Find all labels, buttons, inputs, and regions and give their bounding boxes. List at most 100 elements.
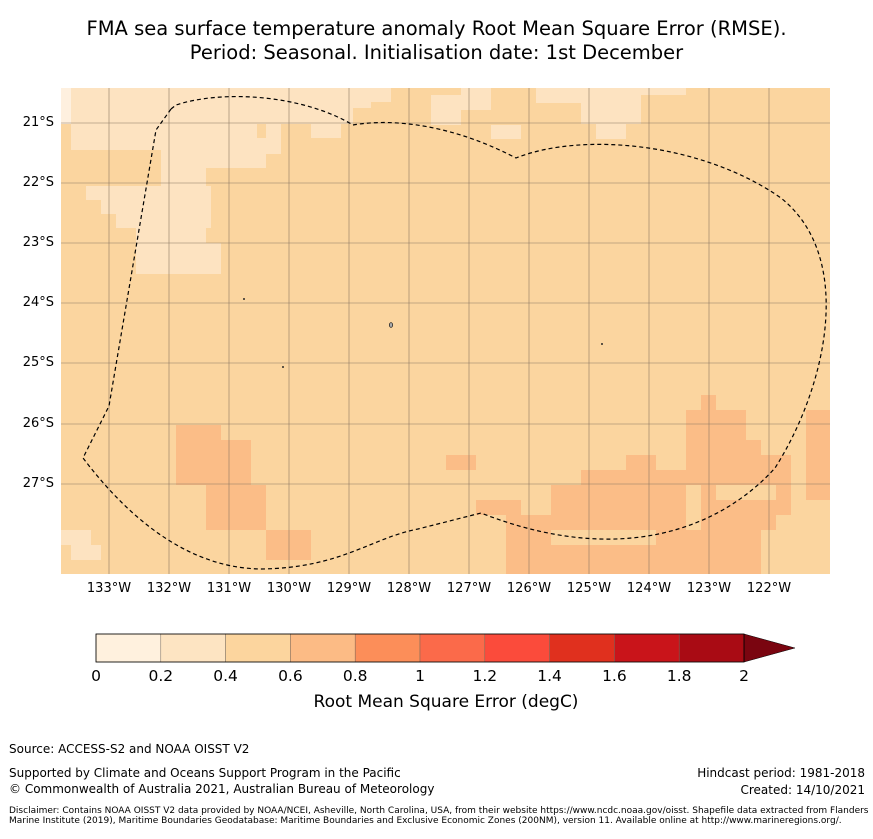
lat-label: 26°S [22, 416, 54, 431]
colorbar-segment [225, 633, 291, 663]
rmse-cell [506, 500, 521, 545]
colorbar-tick-label: 1.4 [537, 667, 562, 685]
lon-label: 131°W [206, 581, 252, 596]
lon-label: 124°W [626, 581, 672, 596]
rmse-cell [176, 425, 221, 485]
colorbar-label: Root Mean Square Error (degC) [313, 692, 579, 712]
lon-label: 128°W [386, 581, 432, 596]
rmse-cell [551, 485, 581, 530]
rmse-cell [611, 88, 651, 95]
rmse-cell [206, 485, 266, 530]
rmse-cell [596, 124, 626, 139]
rmse-cell [101, 200, 211, 214]
colorbar-segment [419, 633, 486, 663]
rmse-cell [161, 150, 206, 186]
colorbar-segment [549, 633, 615, 663]
rmse-cell [266, 124, 281, 154]
colorbar-tick-label: 1.6 [602, 667, 627, 685]
chart-title-line-1: FMA sea surface temperature anomaly Root… [86, 17, 787, 40]
rmse-cell [211, 88, 236, 124]
island-ducie [601, 342, 604, 345]
created-text: Created: 14/10/2021 [740, 783, 865, 797]
rmse-cell [806, 410, 830, 500]
rmse-cell [701, 500, 761, 530]
island-pitcairn [388, 322, 393, 328]
colorbar-tick-label: 2 [739, 667, 749, 685]
rmse-cell [116, 214, 211, 228]
colorbar-tick-label: 1.8 [666, 667, 692, 685]
colorbar-segment [614, 633, 680, 663]
lat-label: 27°S [22, 476, 54, 491]
colorbar-tick-label: 0.8 [342, 667, 368, 685]
rmse-cell [641, 88, 686, 95]
rmse-cell [136, 243, 221, 274]
rmse-map [61, 88, 830, 574]
colorbar-tick-label: 0 [91, 667, 101, 685]
rmse-cell [431, 95, 491, 110]
rmse-cell [746, 440, 761, 455]
lon-label: 133°W [86, 581, 132, 596]
lon-label: 130°W [266, 581, 312, 596]
eez-boundary [82, 95, 827, 570]
lat-label: 24°S [22, 295, 54, 310]
colorbar-tick-label: 1 [415, 667, 425, 685]
rmse-cell [86, 186, 211, 200]
supported-text: Supported by Climate and Oceans Support … [9, 766, 401, 780]
colorbar-segment [160, 633, 226, 663]
colorbar-segment [95, 633, 162, 663]
pitcairn-islands [242, 297, 604, 368]
rmse-cell [236, 88, 353, 124]
rmse-cell [61, 530, 91, 545]
rmse-cell [136, 228, 206, 243]
rmse-cell [311, 124, 341, 138]
island-oeno [242, 297, 245, 300]
colorbar-tick-label: 0.2 [148, 667, 174, 685]
rmse-cell [281, 530, 311, 545]
colorbar-tick-label: 0.6 [278, 667, 303, 685]
colorbar-extend-arrow [743, 633, 796, 663]
rmse-cell [371, 88, 391, 102]
rmse-cell [231, 138, 266, 168]
rmse-cell [716, 425, 746, 440]
lon-label: 126°W [506, 581, 552, 596]
rmse-cell [431, 110, 461, 125]
rmse-cell [61, 88, 71, 124]
colorbar-frame [95, 633, 745, 663]
rmse-tiles [61, 88, 830, 574]
rmse-cell [776, 485, 791, 515]
lat-label: 25°S [22, 355, 54, 370]
rmse-cell [61, 88, 211, 124]
rmse-cell [761, 500, 776, 530]
colorbar-tick-label: 1.2 [472, 667, 498, 685]
lon-label: 129°W [326, 581, 372, 596]
colorbar-segment [290, 633, 356, 663]
lon-label: 122°W [746, 581, 792, 596]
lon-label: 132°W [146, 581, 192, 596]
rmse-cell [71, 545, 101, 560]
rmse-cell [626, 455, 656, 530]
island-henderson [281, 365, 284, 368]
rmse-cell [446, 455, 476, 470]
map-gridlines [61, 88, 830, 574]
chart-title-line-2: Period: Seasonal. Initialisation date: 1… [189, 41, 684, 64]
lon-label: 125°W [566, 581, 612, 596]
copyright-text: © Commonwealth of Australia 2021, Austra… [9, 782, 435, 796]
lon-label: 123°W [686, 581, 732, 596]
colorbar-segment [678, 633, 745, 663]
rmse-cell [476, 500, 506, 515]
hindcast-text: Hindcast period: 1981-2018 [697, 766, 865, 780]
disclaimer-text: Disclaimer: Contains NOAA OISST V2 data … [9, 806, 869, 827]
colorbar-tick-label: 0.4 [213, 667, 238, 685]
rmse-cell [353, 88, 371, 108]
rmse-cell [581, 470, 626, 530]
rmse-cell [491, 125, 521, 139]
rmse-cell [461, 88, 491, 98]
rmse-cell [506, 545, 686, 574]
colorbar [95, 633, 796, 663]
lat-label: 21°S [22, 115, 54, 130]
lat-label: 22°S [22, 175, 54, 190]
source-text: Source: ACCESS-S2 and NOAA OISST V2 [9, 742, 250, 756]
rmse-cell [761, 455, 791, 485]
lon-label: 127°W [446, 581, 492, 596]
colorbar-segment [484, 633, 550, 663]
